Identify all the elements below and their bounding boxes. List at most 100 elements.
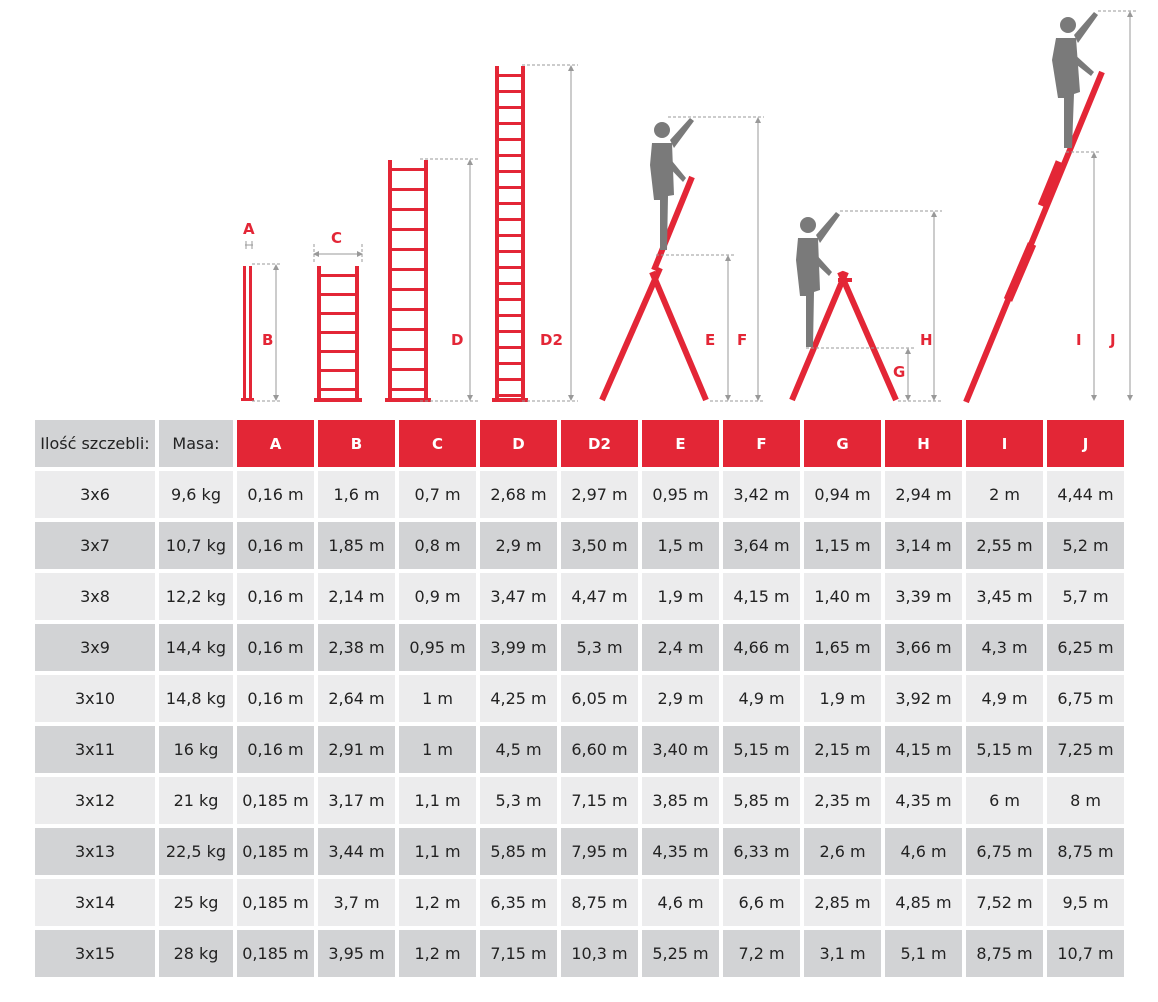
cell-steps: 3x15 bbox=[35, 930, 155, 977]
cell-dimension: 6,25 m bbox=[1047, 624, 1124, 671]
cell-dimension: 5,3 m bbox=[561, 624, 638, 671]
ladder-folded-side: A B bbox=[241, 220, 280, 402]
cell-dimension: 4,66 m bbox=[723, 624, 800, 671]
cell-dimension: 0,185 m bbox=[237, 879, 314, 926]
cell-dimension: 0,16 m bbox=[237, 675, 314, 722]
cell-dimension: 6,60 m bbox=[561, 726, 638, 773]
label-j: J bbox=[1109, 331, 1116, 349]
cell-dimension: 0,95 m bbox=[399, 624, 476, 671]
cell-dimension: 2,15 m bbox=[804, 726, 881, 773]
cell-steps: 3x13 bbox=[35, 828, 155, 875]
worker-figure-leaning bbox=[1052, 12, 1098, 148]
cell-dimension: 3,64 m bbox=[723, 522, 800, 569]
table-header-row: Ilość szczebli: Masa: A B C D D2 E F G H… bbox=[35, 420, 1124, 467]
cell-mass: 14,4 kg bbox=[159, 624, 233, 671]
steps-column-header: Ilość szczebli: bbox=[35, 420, 155, 467]
cell-dimension: 5,15 m bbox=[966, 726, 1043, 773]
cell-dimension: 3,47 m bbox=[480, 573, 557, 620]
cell-dimension: 1,5 m bbox=[642, 522, 719, 569]
cell-dimension: 0,95 m bbox=[642, 471, 719, 518]
label-d: D bbox=[451, 331, 463, 349]
cell-dimension: 1,6 m bbox=[318, 471, 395, 518]
cell-dimension: 3,50 m bbox=[561, 522, 638, 569]
ladder-leaning: I J bbox=[963, 10, 1136, 404]
table-row: 3x7 10,7 kg 0,16 m 1,85 m 0,8 m 2,9 m 3,50 m 1,… bbox=[35, 522, 1124, 569]
cell-dimension: 6,75 m bbox=[966, 828, 1043, 875]
cell-dimension: 2,4 m bbox=[642, 624, 719, 671]
cell-mass: 28 kg bbox=[159, 930, 233, 977]
cell-steps: 3x12 bbox=[35, 777, 155, 824]
ladder-aframe-short: G H bbox=[789, 210, 942, 402]
cell-dimension: 8,75 m bbox=[966, 930, 1043, 977]
cell-dimension: 5,85 m bbox=[480, 828, 557, 875]
cell-dimension: 4,3 m bbox=[966, 624, 1043, 671]
cell-dimension: 4,15 m bbox=[723, 573, 800, 620]
cell-steps: 3x11 bbox=[35, 726, 155, 773]
label-i: I bbox=[1076, 331, 1082, 349]
cell-dimension: 5,15 m bbox=[723, 726, 800, 773]
cell-dimension: 4,44 m bbox=[1047, 471, 1124, 518]
cell-dimension: 0,185 m bbox=[237, 930, 314, 977]
cell-dimension: 8 m bbox=[1047, 777, 1124, 824]
cell-mass: 22,5 kg bbox=[159, 828, 233, 875]
cell-dimension: 3,99 m bbox=[480, 624, 557, 671]
cell-dimension: 3,66 m bbox=[885, 624, 962, 671]
cell-dimension: 4,6 m bbox=[885, 828, 962, 875]
column-header-d2: D2 bbox=[561, 420, 638, 467]
cell-dimension: 1,9 m bbox=[804, 675, 881, 722]
column-header-a: A bbox=[237, 420, 314, 467]
cell-steps: 3x9 bbox=[35, 624, 155, 671]
cell-dimension: 0,8 m bbox=[399, 522, 476, 569]
cell-dimension: 4,25 m bbox=[480, 675, 557, 722]
cell-dimension: 0,16 m bbox=[237, 624, 314, 671]
mass-column-header: Masa: bbox=[159, 420, 233, 467]
ladder-fully-extended bbox=[492, 66, 528, 402]
cell-dimension: 2,14 m bbox=[318, 573, 395, 620]
cell-dimension: 4,6 m bbox=[642, 879, 719, 926]
cell-dimension: 2,9 m bbox=[480, 522, 557, 569]
cell-mass: 16 kg bbox=[159, 726, 233, 773]
cell-dimension: 10,3 m bbox=[561, 930, 638, 977]
cell-dimension: 7,15 m bbox=[561, 777, 638, 824]
column-header-f: F bbox=[723, 420, 800, 467]
cell-mass: 12,2 kg bbox=[159, 573, 233, 620]
cell-dimension: 4,35 m bbox=[885, 777, 962, 824]
cell-dimension: 2,35 m bbox=[804, 777, 881, 824]
cell-mass: 14,8 kg bbox=[159, 675, 233, 722]
cell-dimension: 6 m bbox=[966, 777, 1043, 824]
cell-dimension: 7,2 m bbox=[723, 930, 800, 977]
cell-dimension: 7,15 m bbox=[480, 930, 557, 977]
cell-dimension: 2,55 m bbox=[966, 522, 1043, 569]
cell-steps: 3x8 bbox=[35, 573, 155, 620]
cell-mass: 9,6 kg bbox=[159, 471, 233, 518]
cell-dimension: 3,14 m bbox=[885, 522, 962, 569]
cell-dimension: 2,38 m bbox=[318, 624, 395, 671]
cell-dimension: 0,16 m bbox=[237, 726, 314, 773]
cell-dimension: 7,95 m bbox=[561, 828, 638, 875]
cell-dimension: 2,97 m bbox=[561, 471, 638, 518]
cell-dimension: 0,16 m bbox=[237, 471, 314, 518]
cell-dimension: 3,40 m bbox=[642, 726, 719, 773]
cell-dimension: 3,39 m bbox=[885, 573, 962, 620]
table-row: 3x13 22,5 kg 0,185 m 3,44 m 1,1 m 5,85 m 7,95 … bbox=[35, 828, 1124, 875]
cell-dimension: 5,7 m bbox=[1047, 573, 1124, 620]
cell-dimension: 1,85 m bbox=[318, 522, 395, 569]
cell-dimension: 3,95 m bbox=[318, 930, 395, 977]
cell-dimension: 1,15 m bbox=[804, 522, 881, 569]
cell-dimension: 1 m bbox=[399, 675, 476, 722]
cell-dimension: 6,75 m bbox=[1047, 675, 1124, 722]
label-h: H bbox=[920, 331, 933, 349]
ladder-diagram: A B C D D2 bbox=[241, 10, 1136, 404]
cell-dimension: 0,16 m bbox=[237, 522, 314, 569]
cell-dimension: 3,1 m bbox=[804, 930, 881, 977]
cell-dimension: 3,17 m bbox=[318, 777, 395, 824]
cell-mass: 10,7 kg bbox=[159, 522, 233, 569]
label-e: E bbox=[705, 331, 715, 349]
cell-dimension: 9,5 m bbox=[1047, 879, 1124, 926]
cell-dimension: 6,33 m bbox=[723, 828, 800, 875]
cell-dimension: 2 m bbox=[966, 471, 1043, 518]
cell-dimension: 2,68 m bbox=[480, 471, 557, 518]
